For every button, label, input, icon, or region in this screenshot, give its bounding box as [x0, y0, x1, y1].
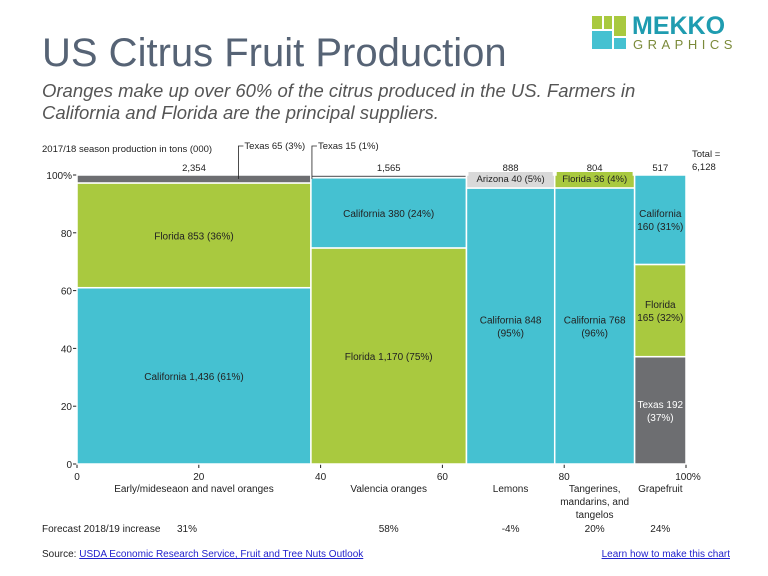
forecast-value: 20% — [585, 524, 605, 535]
column-total: 804 — [587, 163, 603, 174]
chart-title: US Citrus Fruit Production — [42, 31, 507, 75]
category-label: Valencia oranges — [350, 484, 427, 495]
total-label: Total = 6,128 — [692, 149, 721, 173]
label-box — [556, 172, 633, 185]
learn-link[interactable]: Learn how to make this chart — [601, 549, 730, 560]
segment-california — [76, 286, 312, 465]
column-total: 2,354 — [182, 163, 206, 174]
y-tick-label: 40 — [61, 344, 73, 355]
y-tick-label: 20 — [61, 402, 73, 413]
column-total: 1,565 — [377, 163, 401, 174]
segment-label: Florida 1,170 (75%) — [345, 352, 433, 363]
segment-label: California 380 (24%) — [343, 209, 434, 220]
source-note: Source: USDA Economic Research Service, … — [42, 549, 363, 560]
column-total: 517 — [652, 163, 668, 174]
forecast-value: 31% — [177, 524, 197, 535]
x-tick-label: 20 — [193, 472, 205, 483]
segment-label: California 848 (95%) — [480, 316, 542, 340]
segment-label: California 160 (31%) — [637, 209, 683, 233]
x-tick-label: 60 — [437, 472, 449, 483]
segment-label: Texas 192 (37%) — [638, 400, 684, 424]
segment-florida — [310, 247, 468, 465]
segment-florida — [633, 263, 687, 358]
forecast-label: Forecast 2018/19 increase — [42, 524, 161, 535]
y-tick-label: 60 — [61, 287, 73, 298]
unit-label: 2017/18 season production in tons (000) — [42, 144, 212, 155]
callout-line — [238, 145, 244, 179]
forecast-value: -4% — [502, 524, 520, 535]
category-label: Tangerines, mandarins, and tangelos — [560, 484, 629, 521]
svg-text:GRAPHICS: GRAPHICS — [633, 37, 737, 52]
category-label: Early/mideseaon and navel oranges — [114, 484, 274, 495]
mekko-graphics-logo: MEKKO GRAPHICS — [592, 12, 737, 52]
category-label: Grapefruit — [638, 484, 683, 495]
callout-label: Texas 15 (1%) — [318, 141, 379, 152]
label-box — [468, 172, 553, 185]
segment-label: Florida 36 (4%) — [562, 174, 627, 185]
segment-texas — [633, 355, 687, 465]
column-total: 888 — [503, 163, 519, 174]
forecast-value: 24% — [650, 524, 670, 535]
x-tick-label: 80 — [559, 472, 571, 483]
segment-label: Florida 853 (36%) — [154, 231, 233, 242]
chart-subtitle: Oranges make up over 60% of the citrus p… — [42, 80, 636, 123]
source-prefix: Source: — [42, 549, 80, 560]
category-label: Lemons — [493, 484, 529, 495]
segment-texas — [76, 174, 312, 184]
x-tick-label: 0 — [74, 472, 80, 483]
y-tick-label: 0 — [66, 460, 72, 471]
callout-label: Texas 65 (3%) — [244, 141, 305, 152]
segment-label: Florida 165 (32%) — [637, 300, 683, 324]
learn-note: Learn how to make this chart — [602, 549, 730, 560]
x-tick-label: 40 — [315, 472, 327, 483]
y-tick-label: 100% — [46, 171, 72, 182]
segment-label: Arizona 40 (5%) — [477, 174, 545, 185]
segment-california — [633, 174, 687, 266]
segment-label: California 1,436 (61%) — [144, 372, 244, 383]
svg-text:MEKKO: MEKKO — [632, 12, 725, 40]
forecast-value: 58% — [379, 524, 399, 535]
source-link[interactable]: USDA Economic Research Service, Fruit an… — [79, 549, 364, 560]
segment-texas — [310, 174, 468, 179]
callout-line — [311, 145, 317, 179]
segment-label: California 768 (96%) — [564, 315, 626, 339]
y-tick-label: 80 — [61, 229, 73, 240]
x-tick-label: 100% — [675, 472, 701, 483]
segment-florida — [76, 182, 312, 289]
